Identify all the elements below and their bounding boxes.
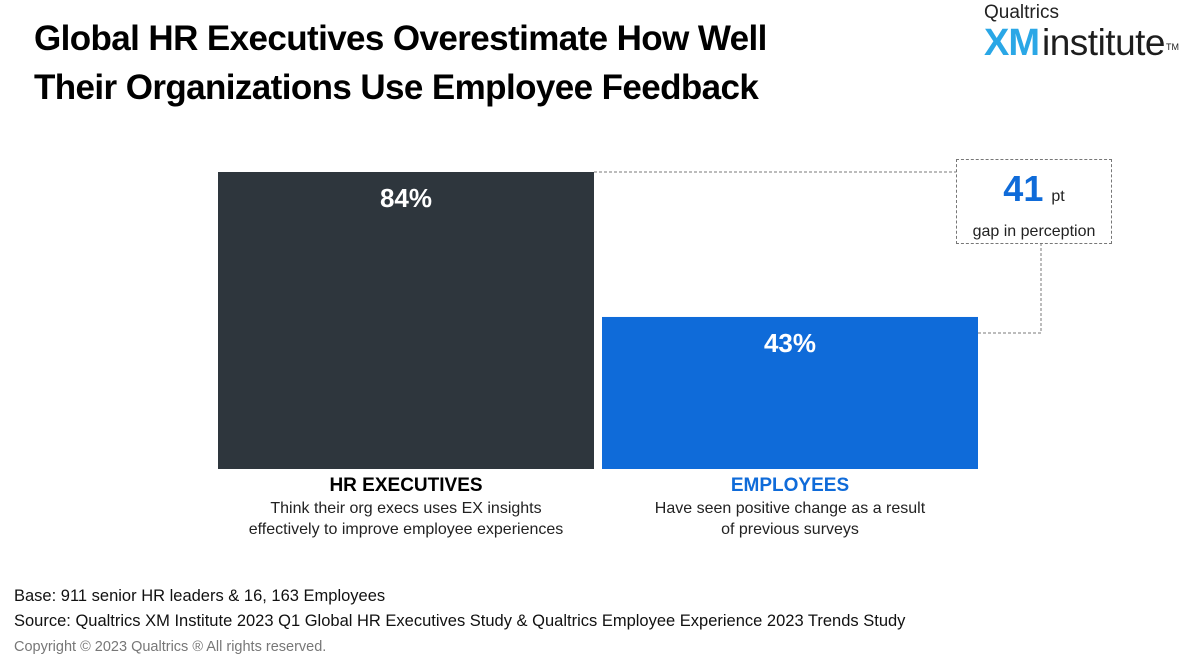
gap-value: 41 bbox=[1003, 168, 1044, 209]
footer-source-note: Source: Qualtrics XM Institute 2023 Q1 G… bbox=[14, 612, 906, 630]
gap-annotation-box: 41 pt gap in perception bbox=[956, 159, 1112, 244]
bar-value-label: 43% bbox=[764, 328, 816, 358]
category-description-line: Think their org execs uses EX insights bbox=[270, 500, 542, 517]
logo-qualtrics-text: Qualtrics bbox=[984, 2, 1059, 23]
category-label: EMPLOYEES bbox=[730, 475, 850, 496]
gap-value-line: 41 pt bbox=[957, 169, 1111, 217]
gap-unit: pt bbox=[1051, 188, 1065, 205]
logo-xm-text: XM bbox=[984, 22, 1040, 64]
qualtrics-xm-institute-logo: Qualtrics XMinstituteTM bbox=[984, 2, 1194, 70]
footer-base-note: Base: 911 senior HR leaders & 16, 163 Em… bbox=[14, 587, 386, 605]
footer-copyright: Copyright © 2023 Qualtrics ® All rights … bbox=[14, 639, 327, 655]
gap-label: gap in perception bbox=[972, 223, 1096, 240]
category-label: HR EXECUTIVES bbox=[329, 475, 483, 496]
category-description-line: of previous surveys bbox=[721, 521, 859, 538]
bar-employees bbox=[602, 316, 978, 469]
logo-xm-institute: XMinstituteTM bbox=[984, 24, 1194, 70]
category-hr-executives: HR EXECUTIVES Think their org execs uses… bbox=[216, 474, 596, 540]
category-description-line: Have seen positive change as a result bbox=[654, 500, 926, 517]
gap-connector-bottom bbox=[978, 244, 1042, 334]
logo-institute-text: institute bbox=[1042, 22, 1166, 63]
logo-tm-text: TM bbox=[1166, 42, 1180, 52]
gap-connector-lines bbox=[594, 171, 1042, 334]
bar-hr-executives bbox=[218, 172, 594, 469]
category-employees: EMPLOYEES Have seen positive change as a… bbox=[600, 474, 980, 540]
bars-group: 84% 43% bbox=[218, 172, 978, 469]
bar-value-label: 84% bbox=[380, 183, 432, 213]
chart-title-line-2: Their Organizations Use Employee Feedbac… bbox=[34, 68, 759, 107]
chart-title: Global HR Executives Overestimate How We… bbox=[34, 14, 934, 112]
category-description-line: effectively to improve employee experien… bbox=[248, 521, 564, 538]
chart-title-line-1: Global HR Executives Overestimate How We… bbox=[34, 19, 767, 58]
